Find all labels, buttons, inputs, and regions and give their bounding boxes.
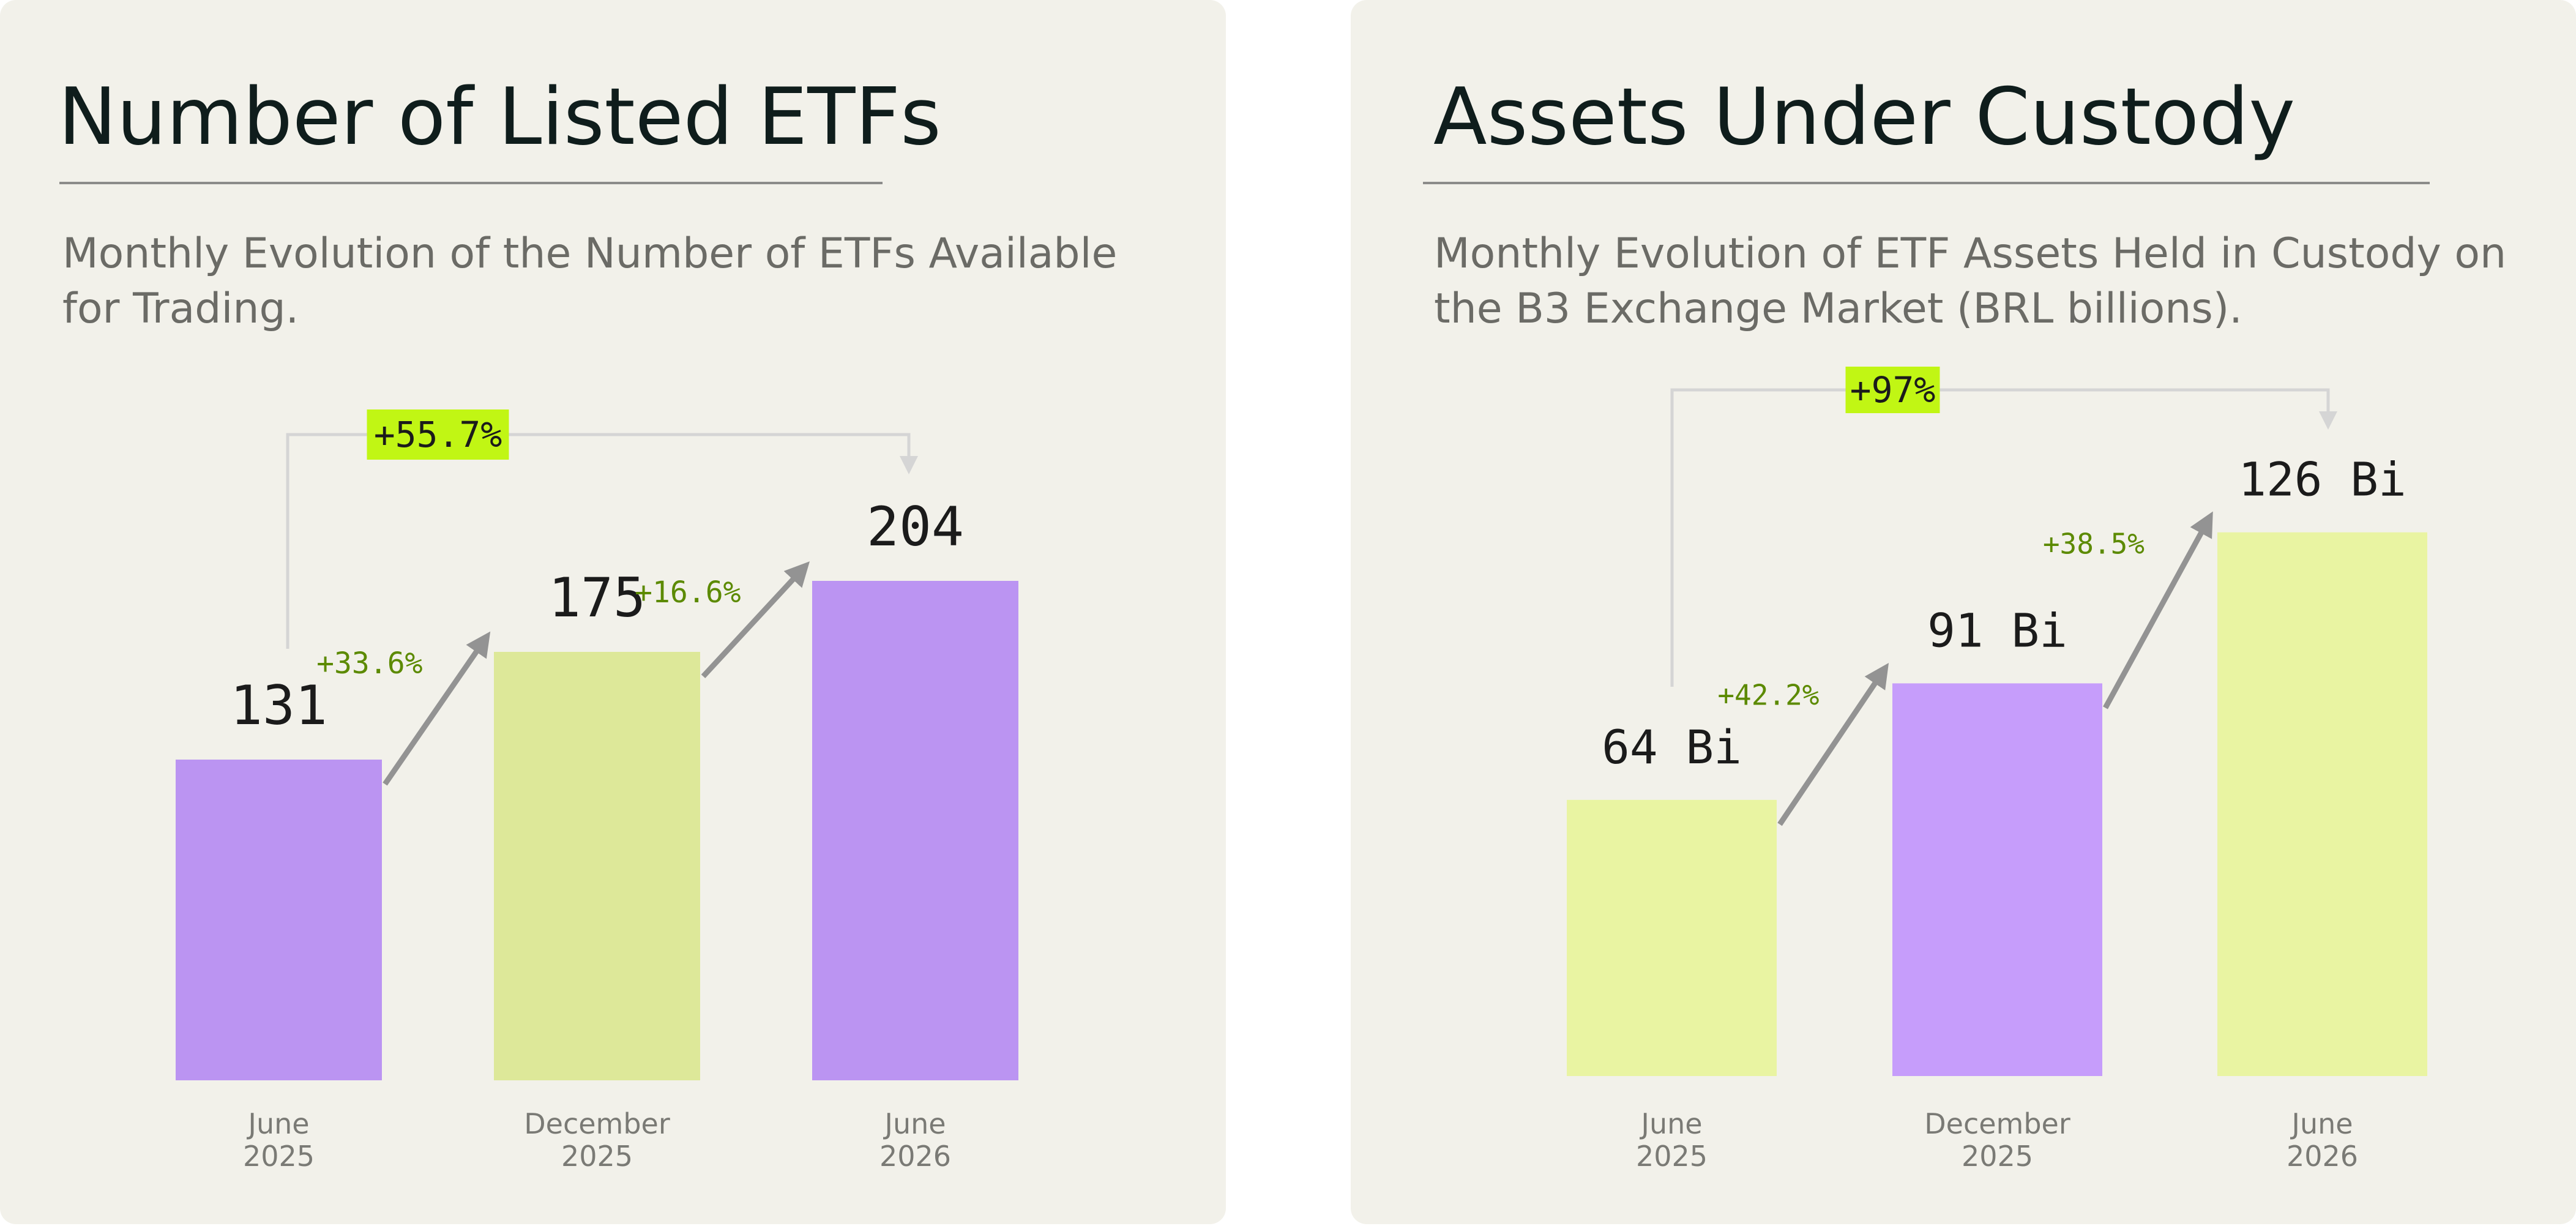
x-tick-label-3-line-2: 2026: [2287, 1140, 2358, 1173]
etf-count-bar-chart: 131June2025175December2025204June2026+33…: [176, 409, 1018, 1173]
x-tick-label-2-line-1: December: [524, 1107, 670, 1140]
listed-etfs-panel: Number of Listed ETFs Monthly Evolution …: [0, 0, 1226, 1224]
panel-subtitle: Monthly Evolution of the Number of ETFs …: [62, 230, 1118, 333]
bar-3: [2217, 532, 2427, 1076]
value-label-3: 204: [867, 495, 964, 558]
x-tick-label-1-line-2: 2025: [243, 1140, 315, 1173]
value-label-2: 175: [548, 566, 646, 629]
x-tick-label-3-line-2: 2026: [879, 1140, 951, 1173]
total-growth-bracket: [286, 433, 918, 649]
title-divider: [59, 182, 883, 184]
value-label-1: 131: [230, 674, 327, 737]
panel-title: Number of Listed ETFs: [58, 72, 941, 163]
bar-1: [176, 760, 382, 1080]
growth-label-1: +42.2%: [1717, 678, 1819, 711]
total-growth-label: +97%: [1850, 369, 1936, 411]
total-growth-highlight: [1845, 367, 1940, 413]
x-tick-label-3-line-1: June: [883, 1107, 946, 1140]
bar-1: [1567, 799, 1777, 1076]
value-label-2: 91 Bi: [1927, 603, 2067, 657]
value-label-3: 126 Bi: [2238, 452, 2406, 507]
total-growth-label: +55.7%: [374, 414, 502, 455]
growth-arrow-1: [1777, 663, 1889, 826]
x-tick-label-1-line-1: June: [246, 1107, 309, 1140]
x-tick-label-3-line-1: June: [2290, 1107, 2353, 1140]
bar-2: [494, 652, 700, 1080]
x-tick-label-1-line-1: June: [1639, 1107, 1702, 1140]
x-tick-label-1-line-2: 2025: [1636, 1140, 1708, 1173]
x-tick-label-2-line-2: 2025: [561, 1140, 633, 1173]
growth-arrow-1: [383, 631, 491, 786]
total-growth-bracket: [1670, 388, 2337, 687]
growth-label-2: +38.5%: [2043, 528, 2145, 561]
bar-3: [812, 581, 1018, 1080]
x-tick-label-2-line-1: December: [1924, 1107, 2070, 1140]
total-growth-highlight: [367, 409, 509, 460]
growth-arrow-2: [2103, 511, 2213, 709]
bar-2: [1892, 683, 2102, 1076]
growth-label-1: +33.6%: [316, 646, 422, 681]
growth-arrow-2: [701, 561, 810, 679]
panel-subtitle: Monthly Evolution of ETF Assets Held in …: [1434, 230, 2507, 333]
assets-under-custody-panel: Assets Under Custody Monthly Evolution o…: [1351, 0, 2576, 1224]
panel-title: Assets Under Custody: [1433, 72, 2296, 163]
title-divider: [1423, 182, 2430, 184]
value-label-1: 64 Bi: [1602, 720, 1742, 774]
growth-label-2: +16.6%: [635, 575, 741, 610]
x-tick-label-2-line-2: 2025: [1962, 1140, 2033, 1173]
